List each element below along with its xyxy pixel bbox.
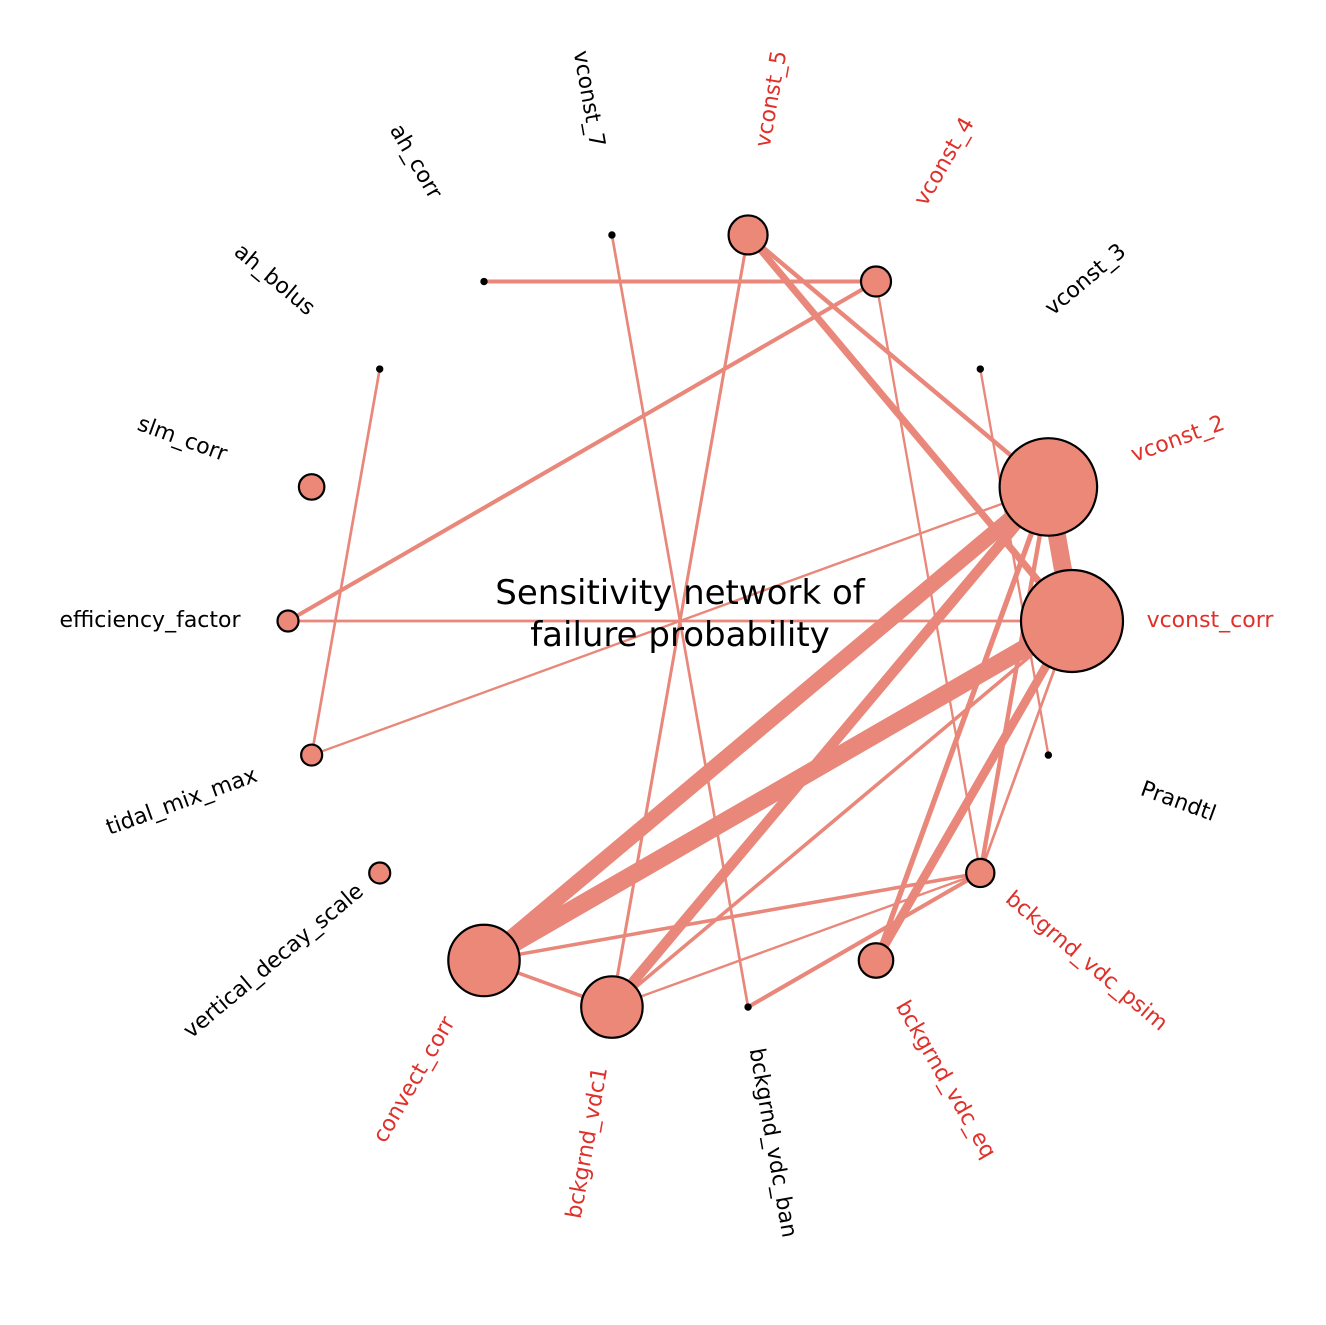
edge-bckgrnd-vdc1-bckgrnd-vdc-psim <box>611 871 981 1009</box>
node-vconst-2 <box>998 437 1099 537</box>
title-line-2: failure probability <box>530 615 830 655</box>
label-vconst-2: vconst_2 <box>1128 411 1228 468</box>
node-convect-corr <box>447 923 521 998</box>
node-bckgrnd-vdc1 <box>580 975 644 1039</box>
node-ah-corr <box>480 277 488 286</box>
edge-vconst-2-bckgrnd-vdc-psim <box>978 486 1051 874</box>
node-vertical-decay-scale <box>368 861 392 885</box>
edge-vconst-2-vconst-5 <box>746 233 1050 489</box>
title-line-1: Sensitivity network of <box>495 573 865 613</box>
node-bckgrnd-vdc-psim <box>965 857 996 889</box>
label-ah-bolus: ah_bolus <box>229 239 320 321</box>
node-vconst-4 <box>859 265 893 298</box>
label-convect-corr: convect_corr <box>368 1012 461 1147</box>
edge-vconst-7-bckgrnd-vdc-ban <box>610 234 750 1008</box>
node-vconst-corr <box>1019 568 1125 674</box>
edge-vconst-4-bckgrnd-vdc-psim <box>874 281 982 874</box>
node-bckgrnd-vdc-eq <box>857 942 895 979</box>
label-slm-corr: slm_corr <box>134 412 231 468</box>
edge-ah-bolus-tidal-mix-max <box>310 368 382 756</box>
node-prandtl <box>1044 751 1053 759</box>
label-bckgrnd-vdc-ban: bckgrnd_vdc_ban <box>744 1046 802 1239</box>
node-tidal-mix-max <box>300 743 324 767</box>
edge-vconst-2-bckgrnd-vdc1 <box>607 483 1053 1011</box>
edge-bckgrnd-vdc-ban-bckgrnd-vdc-psim <box>747 871 982 1009</box>
node-vconst-7 <box>608 231 616 239</box>
edge-vconst-corr-vconst-5 <box>745 232 1075 624</box>
edge-vconst-4-efficiency-factor <box>286 279 878 623</box>
label-vconst-5: vconst_5 <box>751 49 793 149</box>
edge-vconst-3-prandtl <box>979 368 1050 756</box>
label-vconst-corr: vconst_corr <box>1147 608 1275 633</box>
node-vconst-5 <box>727 214 769 256</box>
edge-vconst-corr-convect-corr <box>479 613 1077 969</box>
node-slm-corr <box>297 473 326 501</box>
label-efficiency-factor: efficiency_factor <box>59 608 241 633</box>
node-efficiency-factor <box>276 609 300 633</box>
edge-vconst-2-convect-corr <box>479 481 1054 967</box>
node-bckgrnd-vdc-ban <box>744 1003 752 1011</box>
edge-vconst-corr-bckgrnd-vdc1 <box>610 619 1074 1009</box>
label-tidal-mix-max: tidal_mix_max <box>103 763 261 841</box>
label-prandtl: Prandtl <box>1137 777 1219 827</box>
node-vconst-3 <box>976 365 984 373</box>
label-vertical-decay-scale: vertical_decay_scale <box>179 879 369 1044</box>
edge-vconst-corr-bckgrnd-vdc-eq <box>872 618 1076 963</box>
label-ah-corr: ah_corr <box>384 120 447 204</box>
label-vconst-4: vconst_4 <box>909 113 979 210</box>
label-bckgrnd-vdc-eq: bckgrnd_vdc_eq <box>890 996 1001 1163</box>
label-bckgrnd-vdc-psim: bckgrnd_vdc_psim <box>1000 886 1172 1036</box>
label-vconst-7: vconst_7 <box>568 49 610 149</box>
edge-convect-corr-bckgrnd-vdc-psim <box>483 871 981 963</box>
nodes-layer <box>276 214 1125 1039</box>
label-vconst-3: vconst_3 <box>1040 239 1131 321</box>
node-ah-bolus <box>376 365 384 373</box>
label-bckgrnd-vdc1: bckgrnd_vdc1 <box>562 1065 613 1220</box>
edge-vconst-2-bckgrnd-vdc-eq <box>873 486 1051 962</box>
figure-title: Sensitivity network of failure probabili… <box>495 573 865 655</box>
